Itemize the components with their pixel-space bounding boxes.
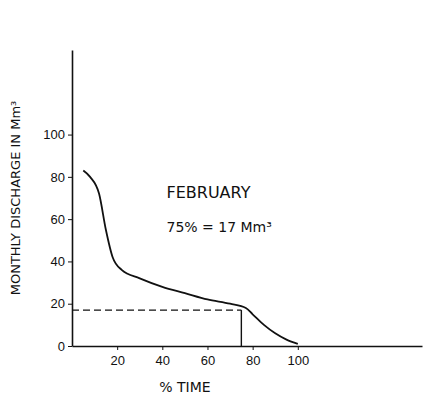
x-tick: 20 (110, 346, 124, 368)
y-tick-label: 80 (51, 170, 65, 185)
y-tick: 100 (43, 127, 72, 142)
x-tick-label: 80 (246, 353, 260, 368)
x-tick-mark (117, 346, 118, 350)
x-tick-label: 40 (156, 353, 170, 368)
reference-horizontal (72, 309, 241, 310)
y-tick-label: 100 (43, 127, 65, 142)
reference-vertical (241, 310, 242, 346)
y-tick-mark (68, 304, 72, 305)
x-axis-title: % TIME (159, 379, 210, 395)
y-tick-mark (68, 219, 72, 220)
y-tick-label: 20 (51, 296, 65, 311)
x-axis: 20 40 60 80 100 (73, 346, 423, 368)
x-tick-mark (298, 346, 299, 350)
annotation: 75% = 17 Mm³ (167, 219, 272, 235)
y-tick-mark (68, 135, 72, 136)
x-tick: 80 (246, 346, 260, 368)
chart: 20 40 60 80 100 0 20 40 60 80 100 FEBRUARY 75% = 17 … (0, 0, 440, 412)
plot-area: 20 40 60 80 100 0 20 40 60 80 100 FEBRUARY 75% = 17 … (43, 51, 422, 368)
x-tick: 40 (156, 346, 170, 368)
x-tick-label: 20 (110, 353, 124, 368)
flow-duration-curve (83, 171, 298, 344)
y-tick: 60 (51, 212, 72, 227)
y-tick: 0 (58, 339, 72, 354)
y-axis-line (72, 51, 74, 347)
x-axis-line (73, 346, 423, 348)
y-tick-label: 0 (58, 339, 65, 354)
y-axis-title: MONTHLY DISCHARGE IN Mm³ (8, 101, 23, 296)
marks (72, 171, 298, 346)
x-tick-mark (162, 346, 163, 350)
y-tick-mark (68, 346, 72, 347)
x-tick-mark (207, 346, 208, 350)
y-tick-mark (68, 177, 72, 178)
y-tick: 80 (51, 170, 72, 185)
x-tick-label: 60 (201, 353, 215, 368)
x-tick-label: 100 (287, 353, 309, 368)
y-tick-label: 40 (51, 254, 65, 269)
y-tick: 20 (51, 296, 72, 311)
x-tick-mark (253, 346, 254, 350)
y-tick-mark (68, 261, 72, 262)
title: FEBRUARY (167, 183, 251, 202)
y-axis: 0 20 40 60 80 100 (43, 51, 72, 354)
x-tick: 100 (287, 346, 309, 368)
x-tick: 60 (201, 346, 215, 368)
y-tick-label: 60 (51, 212, 65, 227)
y-tick: 40 (51, 254, 72, 269)
